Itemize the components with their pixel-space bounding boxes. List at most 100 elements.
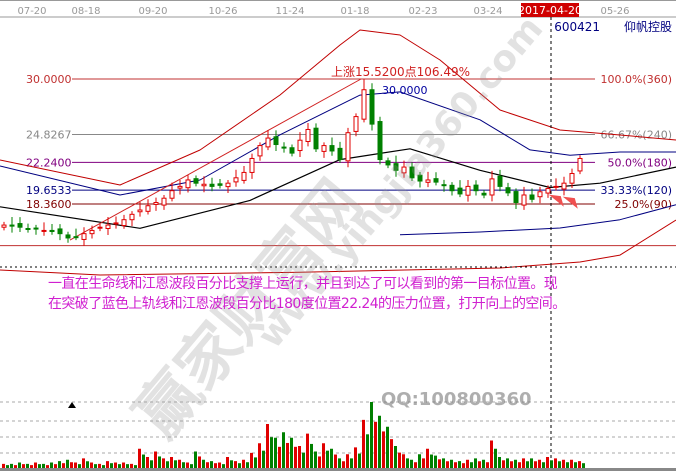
volume-bar	[478, 461, 481, 468]
volume-bar	[322, 443, 325, 468]
candle-body	[1, 224, 7, 228]
candle-body	[425, 179, 431, 183]
volume-bar	[142, 454, 145, 468]
volume-bar	[266, 424, 269, 468]
candle-body	[513, 191, 519, 204]
volume-bar	[358, 453, 361, 468]
candle-body	[17, 223, 23, 228]
gann-axis-label: 24.8267	[26, 129, 72, 142]
volume-bar	[246, 462, 249, 468]
volume-bar	[226, 457, 229, 468]
volume-bar	[154, 451, 157, 468]
candle-body	[329, 145, 335, 152]
candle-body	[41, 229, 47, 232]
candle-body	[529, 194, 535, 200]
volume-bar	[314, 451, 317, 468]
volume-bar	[70, 462, 73, 468]
volume-bar	[10, 463, 13, 468]
volume-bar	[538, 459, 541, 468]
volume-bar	[530, 458, 533, 468]
date-tick: 03-24	[473, 6, 502, 17]
candle-body	[337, 147, 343, 161]
candle-body	[73, 236, 79, 239]
candle-body	[361, 89, 367, 120]
volume-bar	[514, 459, 517, 468]
candle-body	[57, 228, 63, 235]
volume-bar	[30, 465, 33, 468]
volume-bar	[198, 456, 201, 468]
gann-axis-label: 18.3600	[26, 198, 72, 211]
date-tick: 09-20	[138, 6, 167, 17]
candle-body	[409, 166, 415, 179]
volume-bar	[542, 462, 545, 468]
volume-bar	[194, 451, 197, 468]
date-tick: 07-20	[17, 6, 46, 17]
candle-body	[257, 145, 263, 157]
volume-bar	[370, 402, 373, 468]
arrow-icon	[548, 194, 564, 207]
candle-body	[377, 121, 383, 161]
candle-body	[545, 188, 551, 194]
triangle-marker-icon	[68, 402, 76, 408]
volume-bar	[526, 461, 529, 468]
peak-label: 30.0000	[382, 84, 428, 97]
candle-body	[49, 229, 55, 233]
volume-bar	[278, 446, 281, 468]
candle-body	[345, 132, 351, 162]
volume-bar	[522, 458, 525, 468]
candle-body	[193, 178, 199, 184]
volume-bar	[66, 459, 69, 468]
volume-bar	[74, 462, 77, 468]
gann-percent-label: 25.0%(90)	[614, 198, 672, 211]
volume-bar	[106, 461, 109, 468]
volume-bar	[382, 431, 385, 468]
candle-body	[81, 233, 87, 240]
volume-bar	[318, 456, 321, 468]
candle-body	[97, 226, 103, 229]
volume-bar	[162, 458, 165, 468]
volume-bar	[574, 462, 577, 468]
stock-name: 仰帆控股	[624, 19, 672, 34]
volume-bar	[302, 452, 305, 468]
volume-bar	[562, 459, 565, 468]
volume-bar	[290, 437, 293, 468]
volume-bar	[482, 459, 485, 468]
candle-body	[297, 139, 303, 152]
rise-annotation: 上涨15.5200点106.49%	[331, 64, 470, 79]
candle-body	[209, 183, 215, 187]
volume-bar	[150, 460, 153, 468]
volume-baseline	[0, 468, 676, 471]
candle-body	[313, 127, 319, 150]
volume-bar	[470, 462, 473, 468]
gann-percent-label: 33.33%(120)	[600, 184, 672, 197]
date-tick: 01-18	[340, 6, 369, 17]
volume-bar	[422, 458, 425, 468]
volume-bar	[342, 461, 345, 468]
volume-bar	[366, 434, 369, 468]
candle-body	[305, 128, 311, 143]
candle-body	[241, 171, 247, 181]
candle-body	[417, 174, 423, 182]
candle-body	[521, 194, 527, 206]
volume-bar	[122, 462, 125, 468]
volume-bar	[546, 457, 549, 468]
volume-bar	[58, 461, 61, 468]
candle-body	[185, 179, 191, 189]
candle-body	[537, 191, 543, 198]
volume-bar	[294, 446, 297, 468]
candle-body	[153, 202, 159, 205]
candle-body	[201, 183, 207, 187]
candle-body	[273, 136, 279, 146]
volume-bar	[50, 462, 53, 468]
candle-body	[249, 157, 255, 173]
volume-bar	[82, 458, 85, 468]
candle-body	[553, 185, 559, 188]
volume-bar	[146, 457, 149, 468]
volume-bar	[238, 463, 241, 468]
volume-bar	[518, 462, 521, 468]
gann-percent-label: 100.0%(360)	[600, 73, 672, 86]
volume-bar	[402, 454, 405, 468]
volume-bar	[450, 459, 453, 468]
volume-bar	[54, 464, 57, 468]
